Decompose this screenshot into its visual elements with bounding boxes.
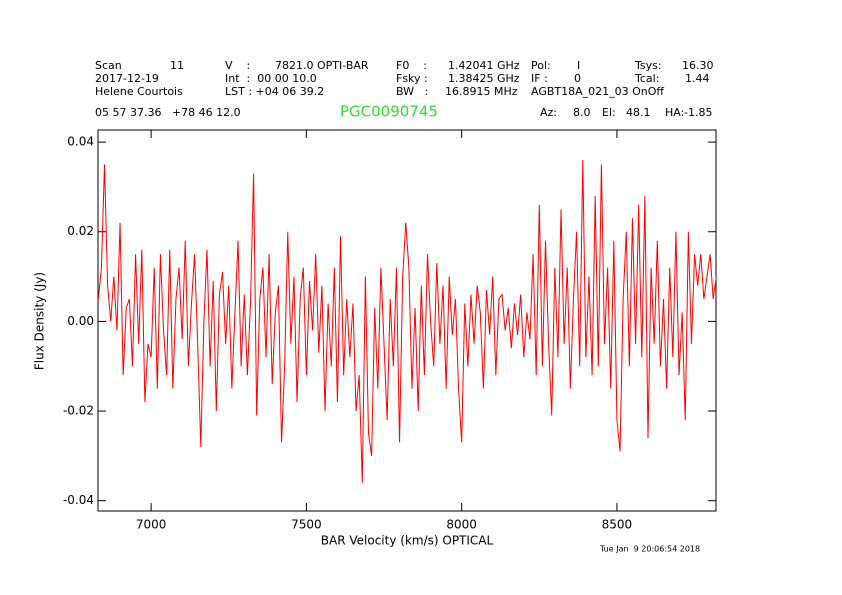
header-text: Tsys: <box>634 59 662 72</box>
header-text: F0 : <box>396 59 427 72</box>
header-text: I <box>577 59 580 72</box>
header-text: 1.42041 GHz <box>448 59 520 72</box>
header-text: Helene Courtois <box>95 85 183 98</box>
y-tick-label: 0.02 <box>67 224 94 238</box>
header-text: 8.0 <box>573 106 591 119</box>
header-text: 48.1 <box>626 106 651 119</box>
chart-title: PGC0090745 <box>340 103 438 121</box>
header-text: 05 57 37.36 +78 46 12.0 <box>95 106 241 119</box>
header-text: LST : +04 06 39.2 <box>225 85 324 98</box>
header-text: V : <box>225 59 250 72</box>
x-axis-label: BAR Velocity (km/s) OPTICAL <box>321 534 494 548</box>
date-stamp: Tue Jan 9 20:06:54 2018 <box>599 545 700 554</box>
x-tick-label: 8500 <box>602 518 633 532</box>
header-text: El: <box>602 106 616 119</box>
header-text: 16.30 <box>682 59 714 72</box>
y-tick-label: -0.02 <box>63 404 94 418</box>
header-text: IF : <box>531 72 548 85</box>
header-text: 1.38425 GHz <box>448 72 520 85</box>
y-tick-label: 0.04 <box>67 135 94 149</box>
x-tick-label: 7500 <box>291 518 322 532</box>
y-axis-label: Flux Density (Jy) <box>33 272 47 370</box>
header-text: Scan <box>95 59 122 72</box>
header-text: 2017-12-19 <box>95 72 159 85</box>
x-tick-label: 8000 <box>446 518 477 532</box>
header-text: 16.8915 MHz <box>445 85 518 98</box>
header-text: HA: <box>665 106 684 119</box>
spectrum-line <box>97 160 717 483</box>
plot-frame <box>97 129 717 512</box>
header-text: Pol: <box>531 59 551 72</box>
header-text: Tcal: <box>634 72 659 85</box>
header-text: Az: <box>540 106 557 119</box>
header-text: Int : 00 00 10.0 <box>225 72 317 85</box>
header-text: BW : <box>396 85 428 98</box>
header-text: 0 <box>574 72 581 85</box>
header-text: Fsky : <box>396 72 428 85</box>
header-text: 11 <box>170 59 184 72</box>
header-text: AGBT18A_021_03 OnOff <box>531 85 664 98</box>
y-tick-label: -0.04 <box>63 493 94 507</box>
header-text: 7821.0 OPTI-BAR <box>275 59 369 72</box>
y-tick-label: 0.00 <box>67 314 94 328</box>
header-text: 1.44 <box>685 72 710 85</box>
header-text: -1.85 <box>684 106 712 119</box>
x-tick-label: 7000 <box>136 518 167 532</box>
